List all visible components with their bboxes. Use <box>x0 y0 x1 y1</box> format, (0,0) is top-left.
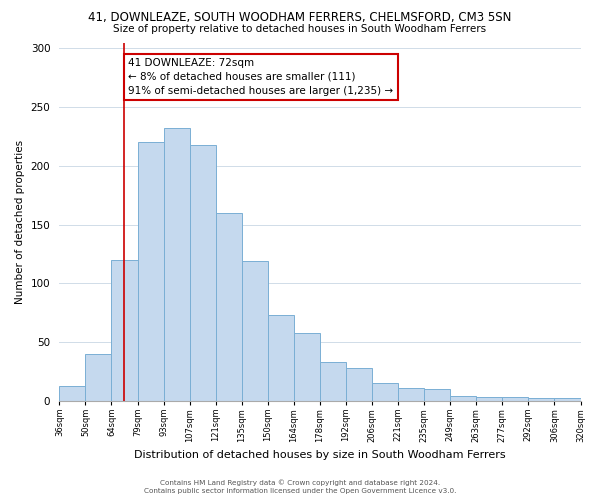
Text: Contains HM Land Registry data © Crown copyright and database right 2024.
Contai: Contains HM Land Registry data © Crown c… <box>144 480 456 494</box>
Bar <box>268 315 294 401</box>
Bar <box>424 389 450 401</box>
Bar <box>320 362 346 401</box>
X-axis label: Distribution of detached houses by size in South Woodham Ferrers: Distribution of detached houses by size … <box>134 450 506 460</box>
Y-axis label: Number of detached properties: Number of detached properties <box>15 140 25 304</box>
Bar <box>372 383 398 401</box>
Bar <box>112 260 137 401</box>
Bar <box>164 128 190 401</box>
Text: 41 DOWNLEAZE: 72sqm
← 8% of detached houses are smaller (111)
91% of semi-detach: 41 DOWNLEAZE: 72sqm ← 8% of detached hou… <box>128 58 394 96</box>
Bar <box>450 396 476 401</box>
Text: 41, DOWNLEAZE, SOUTH WOODHAM FERRERS, CHELMSFORD, CM3 5SN: 41, DOWNLEAZE, SOUTH WOODHAM FERRERS, CH… <box>88 11 512 24</box>
Bar <box>59 386 85 401</box>
Bar <box>137 142 164 401</box>
Bar <box>294 332 320 401</box>
Bar <box>554 398 581 401</box>
Bar <box>476 398 502 401</box>
Bar <box>190 144 215 401</box>
Bar <box>502 398 529 401</box>
Bar <box>215 213 242 401</box>
Text: Size of property relative to detached houses in South Woodham Ferrers: Size of property relative to detached ho… <box>113 24 487 34</box>
Bar <box>346 368 372 401</box>
Bar <box>398 388 424 401</box>
Bar <box>85 354 112 401</box>
Bar <box>242 261 268 401</box>
Bar <box>529 398 554 401</box>
